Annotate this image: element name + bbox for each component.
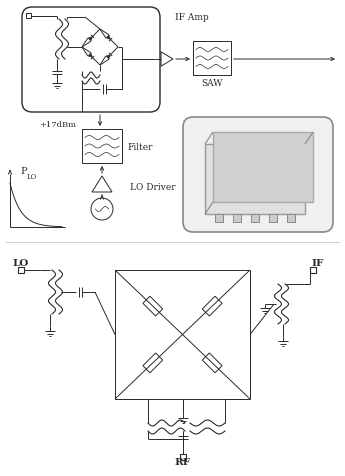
Text: LO: LO (27, 173, 37, 180)
Text: IF: IF (312, 259, 324, 268)
Text: Filter: Filter (127, 142, 152, 151)
Polygon shape (161, 53, 173, 67)
Bar (82, 130, 122, 164)
Bar (310, 268, 316, 273)
Bar (179, 454, 186, 460)
Polygon shape (88, 37, 92, 42)
Text: RF: RF (175, 457, 190, 466)
Bar (233, 215, 241, 223)
Circle shape (91, 198, 113, 220)
Bar (269, 215, 277, 223)
Polygon shape (202, 297, 222, 317)
Polygon shape (143, 353, 163, 373)
Bar (251, 215, 259, 223)
Polygon shape (106, 55, 111, 60)
Bar (215, 215, 223, 223)
Text: LO: LO (13, 259, 29, 268)
Text: +17dBm: +17dBm (39, 121, 77, 129)
Polygon shape (106, 36, 111, 40)
Polygon shape (202, 353, 222, 373)
Bar (213, 133, 313, 203)
Text: SAW: SAW (201, 79, 223, 89)
Bar (193, 42, 231, 76)
Polygon shape (88, 54, 92, 59)
Text: IF Amp: IF Amp (175, 13, 209, 22)
Text: P: P (20, 167, 27, 176)
Bar (18, 268, 24, 273)
Bar (205, 145, 305, 215)
Bar (26, 14, 31, 19)
Polygon shape (143, 297, 163, 317)
FancyBboxPatch shape (183, 118, 333, 232)
Text: LO Driver: LO Driver (130, 182, 176, 191)
Bar (287, 215, 295, 223)
Polygon shape (92, 177, 112, 193)
